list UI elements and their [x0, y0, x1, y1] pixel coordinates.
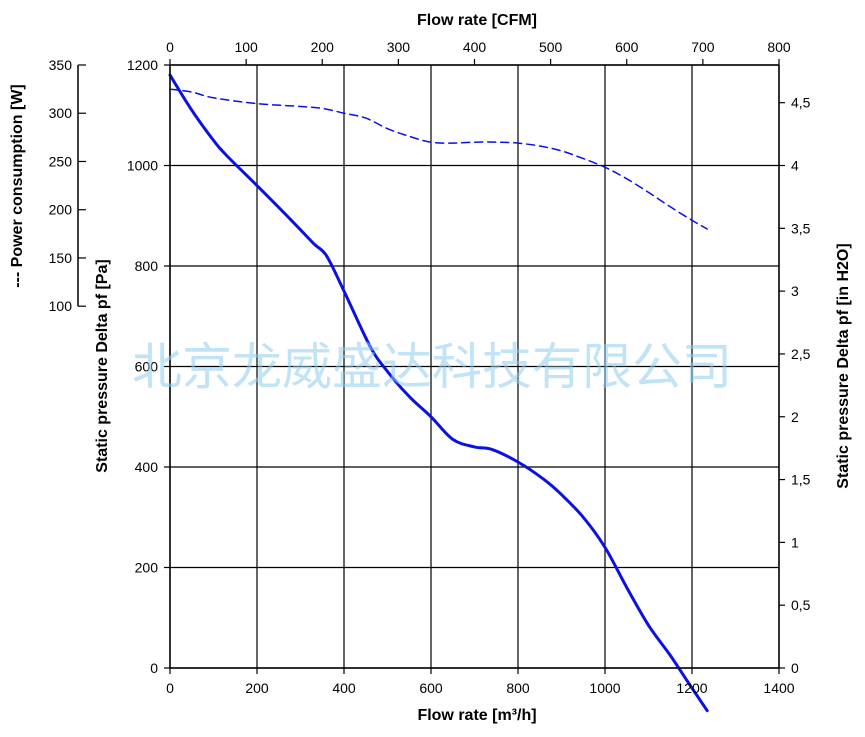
x-tick-label: 1200	[676, 680, 707, 696]
y-tick-label: 1200	[127, 57, 158, 73]
y3-tick-label: 350	[49, 57, 73, 73]
y3-tick-label: 200	[49, 202, 73, 218]
power-consumption-line	[169, 88, 708, 230]
y2-tick-label: 4	[791, 158, 799, 174]
y3-tick-label: 100	[49, 298, 73, 314]
x-tick-label: 0	[166, 680, 174, 696]
y-tick-label: 400	[135, 459, 159, 475]
y3-axis-title: --- Power consumption [W]	[9, 84, 26, 288]
y-tick-label: 0	[150, 660, 158, 676]
y-tick-label: 1000	[127, 158, 158, 174]
y3-tick-label: 150	[49, 250, 73, 266]
x2-tick-label: 800	[767, 39, 791, 55]
y2-tick-label: 3	[791, 283, 799, 299]
x2-tick-label: 400	[463, 39, 487, 55]
y2-tick-label: 2	[791, 409, 799, 425]
x2-tick-label: 100	[234, 39, 258, 55]
x2-tick-label: 300	[387, 39, 411, 55]
grid-lines	[169, 64, 780, 669]
y-tick-label: 200	[135, 560, 159, 576]
y-axis-title: Static pressure Delta pf [Pa]	[94, 259, 111, 472]
y-tick-label: 800	[135, 258, 159, 274]
x-axis-title: Flow rate [m³/h]	[417, 707, 536, 724]
x-tick-label: 400	[332, 680, 356, 696]
y2-tick-label: 1	[791, 534, 799, 550]
y3-tick-label: 250	[49, 153, 73, 169]
x-tick-label: 200	[245, 680, 269, 696]
series-layer	[168, 73, 709, 713]
y2-tick-label: 1,5	[791, 472, 811, 488]
x2-tick-label: 500	[539, 39, 563, 55]
y2-tick-label: 4,5	[791, 95, 811, 111]
x-tick-label: 600	[419, 680, 443, 696]
y3-tick-label: 300	[49, 105, 73, 121]
static-pressure-line	[168, 73, 709, 713]
y2-tick-label: 3,5	[791, 220, 811, 236]
x2-tick-label: 0	[166, 39, 174, 55]
x-tick-label: 1000	[589, 680, 620, 696]
company-watermark: 北京龙威盛达科技有限公司	[132, 338, 732, 396]
x-tick-label: 800	[506, 680, 530, 696]
x2-tick-label: 200	[311, 39, 335, 55]
y2-tick-label: 2,5	[791, 346, 811, 362]
y2-tick-label: 0	[791, 660, 799, 676]
y2-axis-title: Static pressure Delta pf [in H2O]	[835, 243, 852, 488]
y-tick-label: 600	[135, 359, 159, 375]
x2-axis-title: Flow rate [CFM]	[417, 12, 537, 29]
axes-layer	[77, 59, 785, 674]
y2-tick-label: 0,5	[791, 597, 811, 613]
x-tick-label: 1400	[763, 680, 794, 696]
x2-tick-label: 600	[615, 39, 639, 55]
x2-tick-label: 700	[691, 39, 715, 55]
